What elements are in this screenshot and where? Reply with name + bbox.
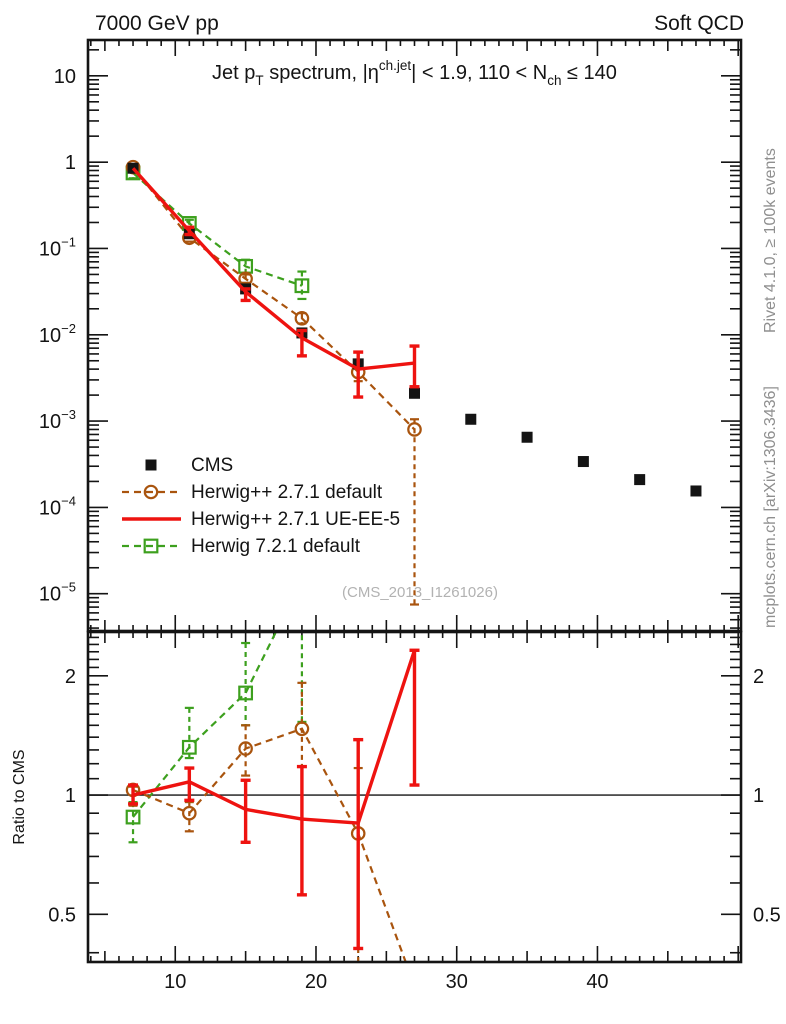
y-tick-label: 10−5 [39,580,76,606]
analysis-id-watermark: (CMS_2013_I1261026) [342,584,498,601]
axis-tick-labels: 10 20 30 40 10 1 10−1 10−2 10−3 10−4 10−5 2 2 1 1 0.5 0.… [39,66,781,993]
chart-title: Jet pT spectrum, |ηch.jet| < 1.9, 110 < … [212,58,617,88]
series-herwigpp-default-ratio [125,681,407,962]
ratio-tick-label-right: 2 [753,666,764,688]
legend-label: Herwig++ 2.7.1 default [191,482,383,503]
legend-label: Herwig++ 2.7.1 UE-EE-5 [191,509,400,530]
beam-energy-label: 7000 GeV pp [95,12,219,35]
legend-label: Herwig 7.2.1 default [191,536,361,557]
series-herwigpp-ueee5 [131,167,420,399]
ratio-axis-title: Ratio to CMS [11,749,28,844]
x-tick-label: 30 [446,971,468,993]
legend-item-3: Herwig++ 2.7.1 UE-EE-5 [122,509,400,530]
series-herwigpp-ueee5-ratio [128,648,420,951]
y-tick-label: 10−3 [39,407,76,433]
ratio-tick-label-left: 0.5 [48,904,76,926]
x-tick-label: 10 [164,971,186,993]
y-tick-label: 10 [54,66,76,88]
legend-item-4: Herwig 7.2.1 default [122,536,361,557]
process-group-label: Soft QCD [654,12,744,35]
mcplots-arxiv-note: mcplots.cern.ch [arXiv:1306.3436] [762,386,779,628]
legend-label: CMS [191,455,233,476]
panel-frames [86,38,743,964]
legend-item-2: Herwig++ 2.7.1 default [122,482,383,503]
y-tick-label: 10−2 [39,321,76,347]
ratio-tick-label-right: 1 [753,785,764,807]
x-tick-label: 20 [305,971,327,993]
y-tick-label: 10−1 [39,234,76,260]
ratio-tick-label-right: 0.5 [753,904,781,926]
x-tick-label: 40 [586,971,608,993]
legend-item-1: CMS [145,455,233,476]
rivet-version-note: Rivet 4.1.0, ≥ 100k events [762,148,779,333]
ratio-tick-label-left: 1 [65,785,76,807]
y-tick-label: 10−4 [39,493,76,519]
chart-body: 10 20 30 40 10 1 10−1 10−2 10−3 10−4 10−5 2 2 1 1 0.5 0.… [39,38,781,993]
legend: CMS Herwig++ 2.7.1 default Herwig++ 2.7.1 … [122,455,400,557]
ratio-tick-label-left: 2 [65,666,76,688]
series-herwig7-default [125,165,310,301]
y-tick-label: 1 [65,152,76,174]
